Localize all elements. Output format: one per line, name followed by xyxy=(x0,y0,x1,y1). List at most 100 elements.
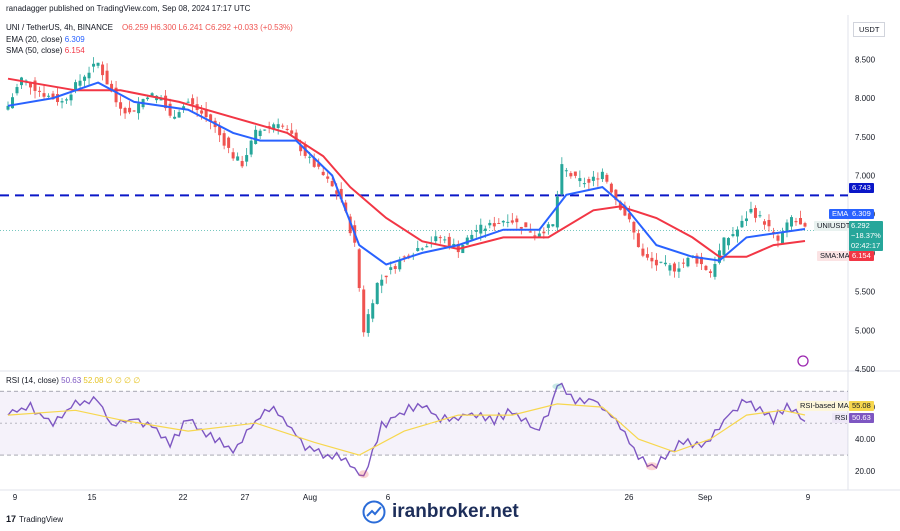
candle-body xyxy=(281,125,285,127)
candle-body xyxy=(434,236,438,242)
candle-body xyxy=(132,110,136,112)
time-tick-label: Sep xyxy=(698,493,713,502)
candle-body xyxy=(533,235,537,237)
candle-body xyxy=(515,218,519,223)
candle-body xyxy=(285,128,289,130)
candle-body xyxy=(348,216,352,234)
candle-body xyxy=(74,82,78,90)
candle-body xyxy=(321,171,325,176)
candle-body xyxy=(803,223,807,227)
rsi-badge: 50.63 xyxy=(849,413,874,423)
sma-legend[interactable]: SMA (50, close) 6.154 xyxy=(6,46,85,55)
candle-body xyxy=(425,246,429,248)
candle-body xyxy=(245,155,249,162)
candle-body xyxy=(317,163,321,167)
candle-body xyxy=(479,224,483,234)
candle-body xyxy=(173,116,177,119)
publish-info: ranadagger published on TradingView.com,… xyxy=(6,4,251,13)
candle-body xyxy=(362,289,366,333)
candle-body xyxy=(731,234,735,237)
candle-body xyxy=(326,176,330,179)
candle-body xyxy=(267,126,271,128)
candle-body xyxy=(114,87,118,103)
candle-body xyxy=(560,164,564,195)
ohlc-values: O6.259 H6.300 L6.241 C6.292 +0.033 (+0.5… xyxy=(122,23,293,32)
candle-body xyxy=(308,156,312,158)
candle-body xyxy=(488,222,492,226)
candle-body xyxy=(780,231,784,244)
candle-body xyxy=(11,97,15,109)
rsi-oversold-marker xyxy=(645,462,658,471)
candle-body xyxy=(555,196,559,228)
time-tick-label: 6 xyxy=(386,493,391,502)
candle-body xyxy=(146,97,150,100)
rsi-legend[interactable]: RSI (14, close) 50.63 52.08 ∅ ∅ ∅ ∅ xyxy=(6,376,141,385)
candle-body xyxy=(375,282,379,304)
candle-body xyxy=(623,205,627,216)
candle-body xyxy=(276,124,280,128)
candle-body xyxy=(123,107,127,114)
candle-body xyxy=(794,221,798,223)
candle-body xyxy=(371,303,375,319)
candle-body xyxy=(47,95,51,97)
candle-body xyxy=(438,237,442,239)
currency-selector[interactable]: USDT xyxy=(853,22,886,37)
ema-tag: EMA xyxy=(829,209,852,219)
rsi-ma-badge: 55.08 xyxy=(849,401,874,411)
candle-body xyxy=(447,236,451,247)
candle-body xyxy=(668,265,672,271)
sma-tag: SMA:MA xyxy=(817,251,853,261)
time-tick-label: Aug xyxy=(303,493,317,502)
price-tick-label: 7.500 xyxy=(855,133,876,142)
candle-body xyxy=(29,81,33,88)
candle-body xyxy=(708,271,712,274)
candle-body xyxy=(312,158,316,167)
symbol-tag: UNIUSDT xyxy=(814,221,854,231)
candle-body xyxy=(650,257,654,262)
candle-body xyxy=(65,99,69,101)
candle-body xyxy=(519,226,523,229)
tv-icon: 17 xyxy=(6,514,17,524)
price-tick-label: 7.000 xyxy=(855,171,876,180)
candle-body xyxy=(501,220,505,223)
candle-body xyxy=(722,237,726,255)
candle-body xyxy=(762,221,766,225)
candle-body xyxy=(128,107,132,113)
candle-body xyxy=(681,262,685,264)
candle-body xyxy=(87,72,91,79)
ema-legend[interactable]: EMA (20, close) 6.309 xyxy=(6,35,85,44)
candle-body xyxy=(15,87,19,94)
candle-body xyxy=(749,208,753,213)
candle-body xyxy=(699,256,703,265)
candle-body xyxy=(222,133,226,146)
candle-body xyxy=(420,248,424,250)
ema-price-badge: 6.309 xyxy=(849,209,874,219)
candle-body xyxy=(771,231,775,233)
candle-body xyxy=(137,103,141,114)
candle-body xyxy=(767,219,771,227)
candle-body xyxy=(578,178,582,182)
candle-body xyxy=(474,230,478,232)
price-tick-label: 5.500 xyxy=(855,288,876,297)
candle-body xyxy=(713,264,717,277)
price-tick-label: 5.000 xyxy=(855,326,876,335)
candle-body xyxy=(695,255,699,264)
candle-body xyxy=(735,229,739,237)
symbol-title[interactable]: UNI / TetherUS, 4h, BINANCE xyxy=(6,23,113,32)
rsi-tick-label: 20.00 xyxy=(855,467,876,476)
candle-body xyxy=(6,105,10,110)
candle-body xyxy=(798,218,802,225)
candle-body xyxy=(483,228,487,231)
rsi-overbought-marker xyxy=(552,383,563,390)
tradingview-logo[interactable]: 17 TradingView xyxy=(6,514,64,524)
candle-body xyxy=(389,267,393,270)
candle-body xyxy=(177,112,181,118)
candle-body xyxy=(393,266,397,269)
rsi-ma-line xyxy=(7,403,806,456)
time-tick-label: 9 xyxy=(806,493,811,502)
candle-body xyxy=(569,173,573,177)
candle-body xyxy=(272,124,276,130)
candle-body xyxy=(470,234,474,240)
